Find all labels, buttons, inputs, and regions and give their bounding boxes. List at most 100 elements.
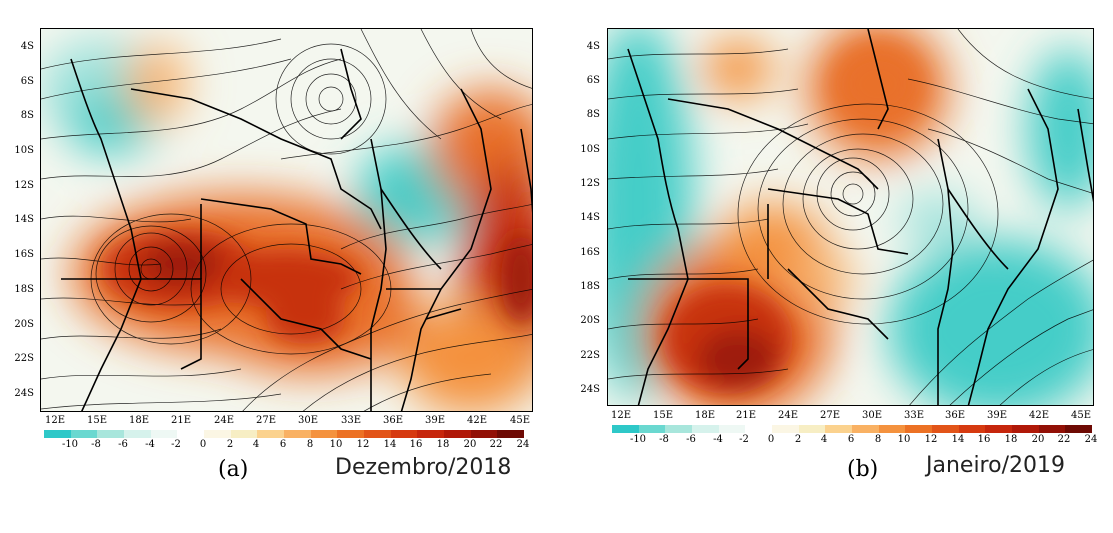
lat-label: 4S — [20, 41, 34, 52]
lat-label: 4S — [586, 41, 600, 52]
colorbar-value: 8 — [306, 439, 314, 450]
colorbar-swatch — [470, 430, 498, 438]
lon-label: 21E — [735, 410, 757, 421]
colorbar-value: 4 — [820, 434, 828, 445]
map-a-canvas — [41, 29, 532, 411]
colorbar-value: 6 — [847, 434, 855, 445]
colorbar-swatch — [444, 430, 471, 438]
colorbar-swatch — [97, 430, 125, 438]
lat-label: 18S — [580, 281, 600, 292]
lon-label: 33E — [340, 415, 362, 426]
lat-label: 12S — [580, 178, 600, 189]
lat-label: 8S — [20, 110, 34, 121]
colorbar-swatch — [638, 425, 666, 433]
colorbar-value: 14 — [383, 439, 397, 450]
lon-label: 24E — [777, 410, 799, 421]
colorbar-value: -6 — [686, 434, 696, 445]
lat-label: 16S — [14, 249, 34, 260]
colorbar-swatch — [70, 430, 98, 438]
colorbar-swatch — [364, 430, 391, 438]
lat-label: 22S — [580, 350, 600, 361]
lat-label: 14S — [14, 214, 34, 225]
panel-label-a: (a) — [218, 457, 249, 482]
colorbar-swatch — [310, 430, 338, 438]
lat-label: 24S — [14, 388, 34, 399]
colorbar-value: 24 — [516, 439, 530, 450]
colorbar-value: 10 — [329, 439, 343, 450]
lon-label: 42E — [1028, 410, 1050, 421]
colorbar-a — [44, 430, 525, 438]
country-borders-a — [61, 48, 532, 411]
colorbar-b — [612, 425, 1093, 433]
colorbar-swatch — [1065, 425, 1093, 433]
lon-label: 30E — [297, 415, 319, 426]
lon-label: 36E — [382, 415, 404, 426]
lon-label: 39E — [424, 415, 446, 426]
colorbar-value: 16 — [409, 439, 423, 450]
colorbar-swatch — [878, 425, 906, 433]
lat-label: 6S — [586, 75, 600, 86]
lat-label: 18S — [14, 284, 34, 295]
colorbar-value: -4 — [713, 434, 723, 445]
lat-label: 20S — [14, 319, 34, 330]
colorbar-swatch — [932, 425, 959, 433]
lat-label: 8S — [586, 109, 600, 120]
lon-label: 15E — [652, 410, 674, 421]
colorbar-swatch — [390, 430, 418, 438]
colorbar-value: 0 — [199, 439, 207, 450]
colorbar-swatch — [150, 430, 178, 438]
colorbar-value: 18 — [1004, 434, 1018, 445]
colorbar-value: -2 — [739, 434, 749, 445]
lat-label: 16S — [580, 247, 600, 258]
colorbar-value: 22 — [1057, 434, 1071, 445]
colorbar-value: 20 — [1031, 434, 1045, 445]
colorbar-value: -8 — [659, 434, 669, 445]
lon-label: 15E — [86, 415, 108, 426]
lon-label: 27E — [819, 410, 841, 421]
colorbar-value: 14 — [951, 434, 965, 445]
country-borders-b — [627, 29, 1093, 405]
colorbar-value: 0 — [767, 434, 775, 445]
colorbar-swatch — [825, 425, 853, 433]
colorbar-swatch — [852, 425, 879, 433]
colorbar-value: 4 — [252, 439, 260, 450]
lat-label: 22S — [14, 353, 34, 364]
colorbar-value: -4 — [145, 439, 155, 450]
colorbar-swatch — [497, 430, 525, 438]
lat-label: 12S — [14, 180, 34, 191]
colorbar-value: 18 — [436, 439, 450, 450]
colorbar-swatch — [745, 425, 773, 433]
lon-label: 36E — [944, 410, 966, 421]
colorbar-swatch — [230, 430, 258, 438]
lon-label: 45E — [509, 415, 531, 426]
colorbar-value: 12 — [356, 439, 370, 450]
colorbar-swatch — [692, 425, 719, 433]
colorbar-swatch — [958, 425, 986, 433]
lat-label: 10S — [580, 144, 600, 155]
lon-label: 30E — [861, 410, 883, 421]
colorbar-swatch — [772, 425, 799, 433]
streamlines-b — [608, 29, 1093, 405]
panel-label-b: (b) — [847, 457, 879, 482]
lon-label: 42E — [466, 415, 488, 426]
colorbar-swatch — [284, 430, 311, 438]
lat-label: 6S — [20, 76, 34, 87]
lon-label: 12E — [44, 415, 66, 426]
map-b — [607, 28, 1094, 406]
colorbar-value: 24 — [1084, 434, 1098, 445]
colorbar-swatch — [44, 430, 71, 438]
colorbar-swatch — [985, 425, 1013, 433]
colorbar-swatch — [1038, 425, 1066, 433]
colorbar-swatch — [204, 430, 231, 438]
colorbar-swatch — [177, 430, 205, 438]
colorbar-value: 8 — [874, 434, 882, 445]
colorbar-swatch — [124, 430, 151, 438]
colorbar-swatch — [612, 425, 639, 433]
colorbar-swatch — [1012, 425, 1039, 433]
colorbar-swatch — [798, 425, 826, 433]
lon-label: 12E — [610, 410, 632, 421]
lat-label: 20S — [580, 315, 600, 326]
colorbar-value: 2 — [226, 439, 234, 450]
lon-label: 45E — [1070, 410, 1092, 421]
colorbar-value: 10 — [897, 434, 911, 445]
